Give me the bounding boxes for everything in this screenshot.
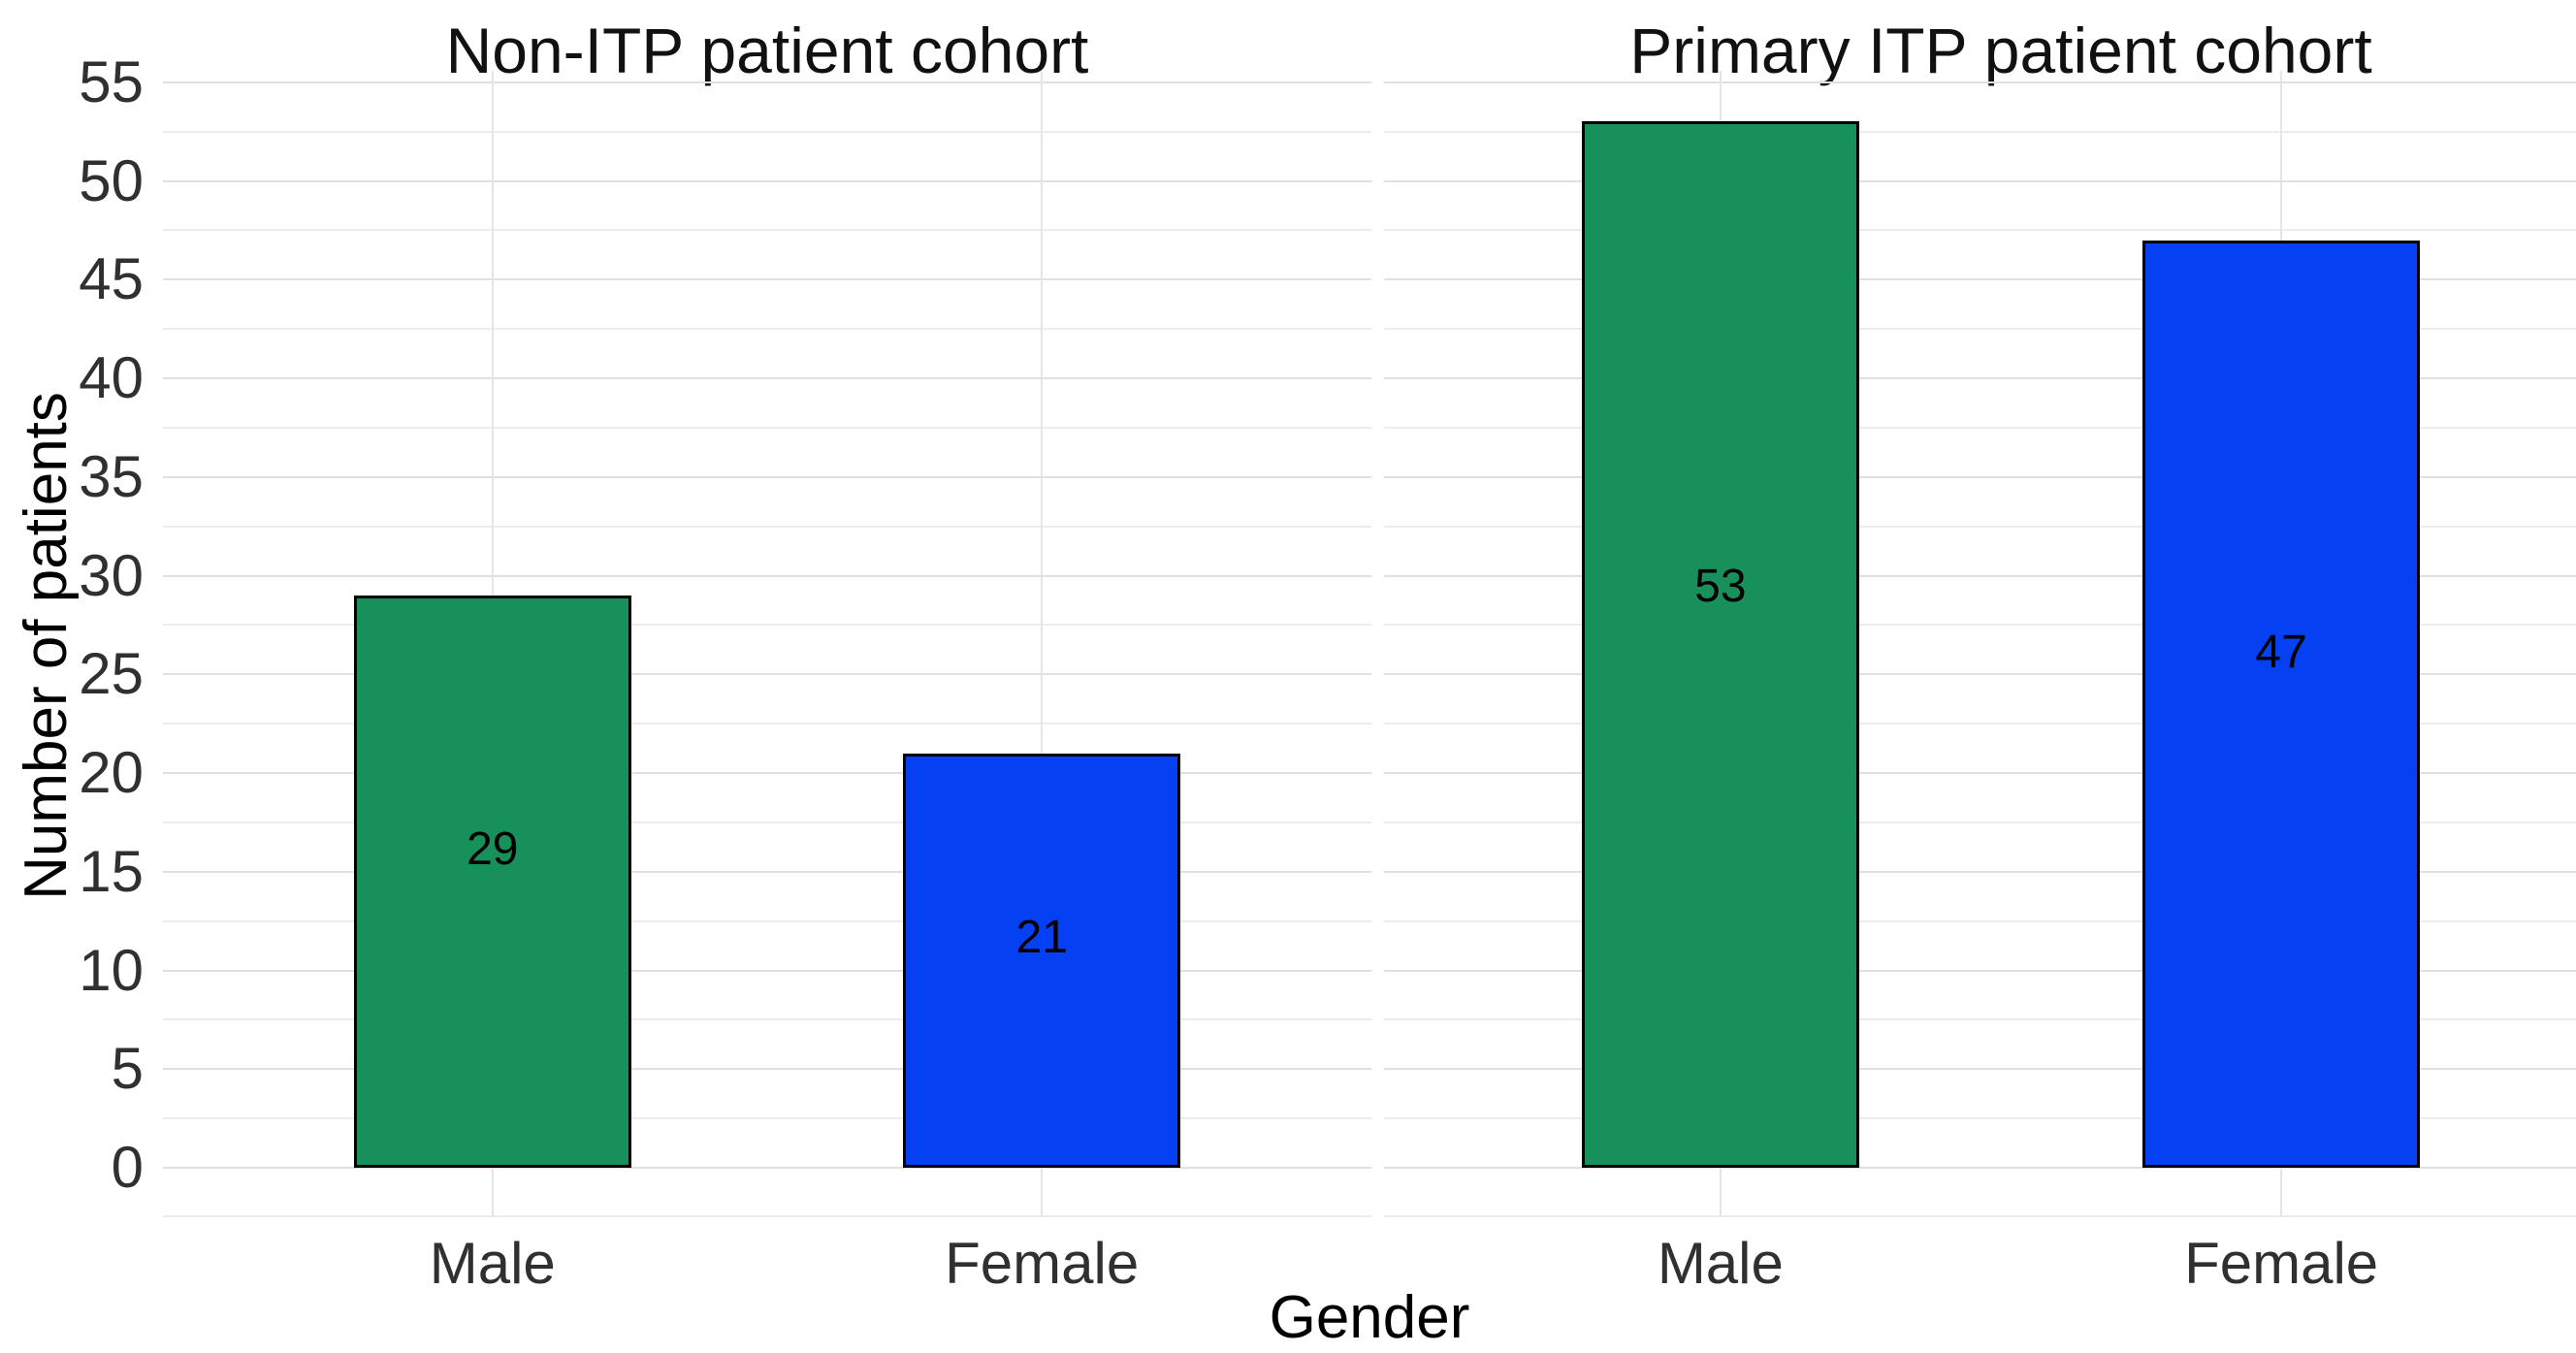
gridline-major [163,179,1371,182]
gridline-major [163,81,1371,83]
bar-male [1581,121,1859,1168]
gridline-major [1384,772,2576,774]
gridline-major [163,574,1371,577]
y-tick-label: 45 [79,246,144,312]
gridline-minor [163,723,1371,725]
bar-value-label: 53 [1694,561,1747,613]
gridline-major [163,870,1371,873]
gridline-major [1384,81,2576,83]
gridline-minor [1384,229,2576,232]
gridline-major [163,475,1371,478]
gridline-minor [163,919,1371,922]
y-tick-label: 15 [79,838,144,904]
gridline-minor [163,1117,1371,1120]
gridline-major [1384,377,2576,379]
gridline-major [163,673,1371,676]
x-tick-label: Female [2184,1231,2379,1296]
y-tick-label: 0 [111,1135,144,1200]
gridline-major [163,278,1371,281]
gridline-minor [1384,1018,2576,1021]
bar-value-label: 21 [1015,911,1068,963]
gridline-minor [163,1018,1371,1021]
gridline-minor [1384,821,2576,823]
y-tick-label: 40 [79,345,144,410]
gridline-major [1384,1068,2576,1071]
gridline-major [1384,673,2576,676]
gridline-major [1384,1167,2576,1169]
bar-value-label: 29 [467,823,519,876]
gridline-minor [1384,130,2576,133]
gridline-minor [163,426,1371,429]
gridline-major [163,377,1371,379]
facet-title-left: Non-ITP patient cohort [445,15,1089,86]
gridline-minor [1384,328,2576,331]
gridline-major [1384,574,2576,577]
gridline-minor [1384,426,2576,429]
x-axis-title: Gender [1269,1284,1470,1351]
y-tick-label: 25 [79,641,144,707]
gridline-major [163,1068,1371,1071]
gridline-major [1384,475,2576,478]
y-tick-label: 55 [79,48,144,114]
gridline-major [1384,278,2576,281]
vertical-gridline [1041,71,1044,1216]
y-tick-label: 35 [79,443,144,509]
panel-bottom-line [1384,1215,2576,1217]
y-tick-label: 50 [79,147,144,213]
gridline-major [1384,969,2576,972]
facet-title-right: Primary ITP patient cohort [1629,15,2372,86]
gridline-major [1384,870,2576,873]
gridline-minor [163,130,1371,133]
panel-bottom-line [163,1215,1371,1217]
y-tick-label: 20 [79,740,144,805]
x-tick-label: Female [945,1231,1140,1296]
gridline-major [163,772,1371,774]
bar-female [2142,240,2421,1168]
gridline-minor [163,821,1371,823]
gridline-minor [1384,1117,2576,1120]
gridline-minor [1384,624,2576,627]
gridline-minor [1384,723,2576,725]
gridline-minor [163,525,1371,528]
y-tick-label: 10 [79,937,144,1003]
gridline-minor [163,229,1371,232]
x-tick-label: Male [1657,1231,1784,1296]
gridline-major [1384,179,2576,182]
y-tick-label: 5 [111,1036,144,1102]
y-tick-label: 30 [79,542,144,608]
bar-female [903,753,1181,1168]
gridline-minor [163,624,1371,627]
bar-male [353,595,631,1168]
gridline-major [163,969,1371,972]
bar-value-label: 47 [2255,627,2307,679]
gridline-minor [163,328,1371,331]
gridline-major [163,1167,1371,1169]
x-tick-label: Male [429,1231,556,1296]
gridline-minor [1384,525,2576,528]
gridline-minor [1384,919,2576,922]
